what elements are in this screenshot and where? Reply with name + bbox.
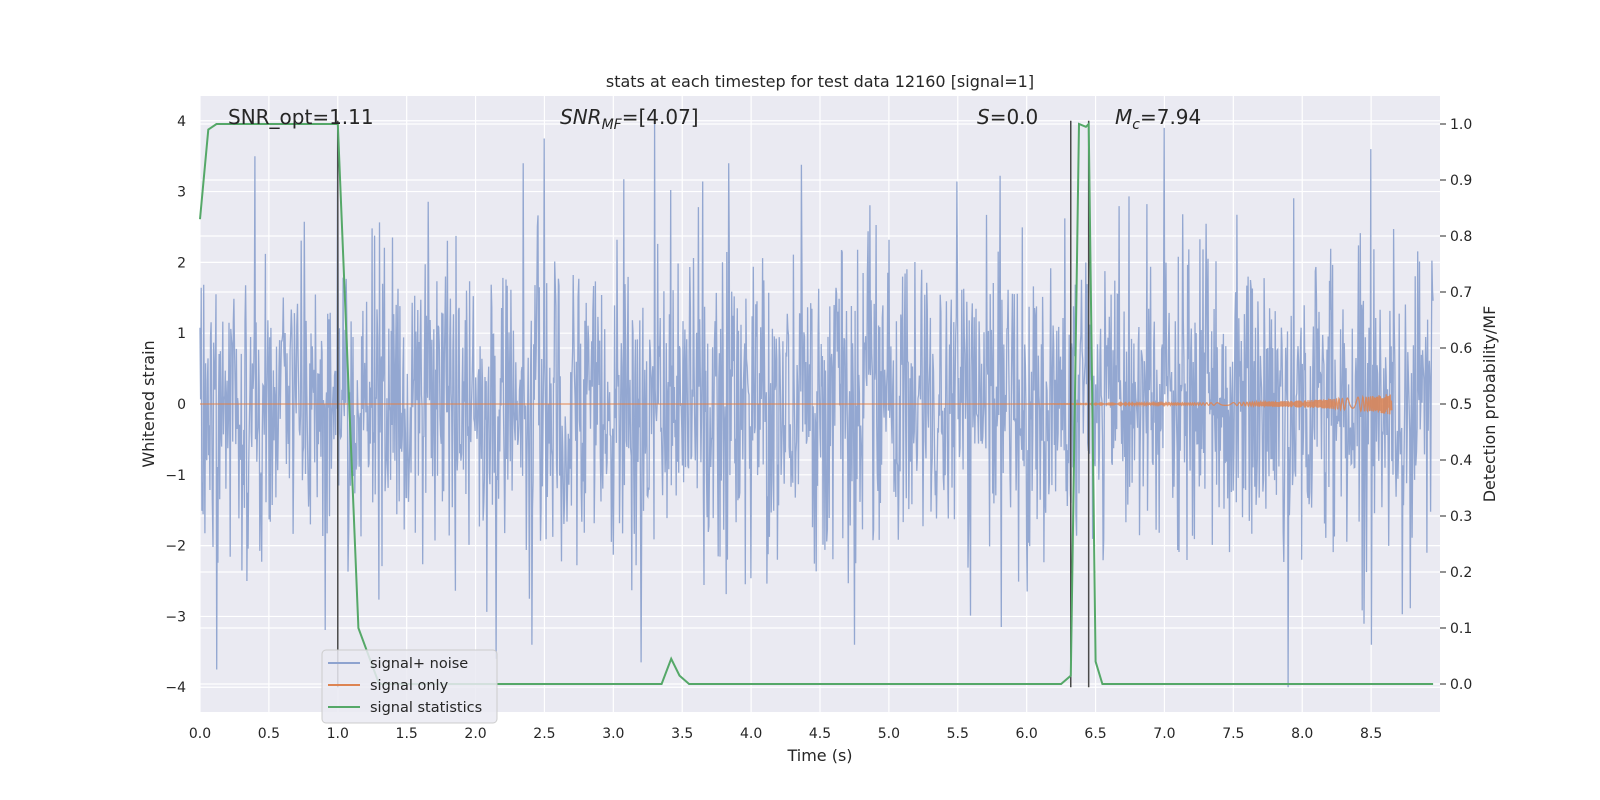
- x-tick-label: 3.0: [602, 726, 624, 742]
- x-tick-label: 4.0: [740, 726, 762, 742]
- y-tick-label: −3: [165, 609, 186, 625]
- x-tick-label: 8.5: [1360, 726, 1382, 742]
- x-axis-label: Time (s): [786, 746, 852, 765]
- y2-tick-label: 0.5: [1450, 397, 1472, 413]
- y2-tick-label: 0.1: [1450, 621, 1472, 637]
- signal-noise-line: [199, 120, 1434, 688]
- x-tick-label: 0.5: [258, 726, 280, 742]
- signal-statistics-series: [199, 121, 1434, 685]
- legend-box: [321, 649, 498, 724]
- y-axis-label: Whitened strain: [139, 340, 158, 467]
- x-tick-label: 6.5: [1084, 726, 1106, 742]
- y2-tick-label: 0.3: [1450, 509, 1472, 525]
- chart-title: stats at each timestep for test data 121…: [606, 72, 1034, 91]
- legend-label: signal statistics: [370, 700, 482, 716]
- y2-tick-label: 0.8: [1450, 229, 1472, 245]
- x-tick-label: 5.5: [947, 726, 969, 742]
- y-tick-label: 3: [177, 185, 186, 201]
- y-tick-label: 4: [177, 114, 186, 130]
- x-tick-label: 7.0: [1153, 726, 1175, 742]
- legend-label: signal+ noise: [370, 656, 468, 672]
- y2-tick-label: 0.2: [1450, 565, 1472, 581]
- mc-annotation: Mc=7.94: [1115, 105, 1201, 133]
- x-tick-label: 2.5: [533, 726, 555, 742]
- y2-tick-label: 0.6: [1450, 341, 1472, 357]
- vertical-markers: [337, 120, 1090, 688]
- snr-opt-annotation: SNR_opt=1.11: [228, 105, 374, 129]
- snr-mf-annotation: SNRMF=[4.07]: [560, 105, 699, 133]
- legend-label: signal only: [370, 678, 449, 694]
- y2-tick-label: 1.0: [1450, 117, 1472, 133]
- signal-only-line: [200, 394, 1393, 415]
- y-axis-right: 1.0 0.9 0.8 0.7 0.6 0.5 0.4 0.3 0.2 0.1 0.0: [1440, 117, 1472, 693]
- y2-tick-label: 0.9: [1450, 173, 1472, 189]
- y-tick-label: −1: [165, 468, 186, 484]
- y2-axis-label: Detection probability/MF: [1480, 306, 1499, 503]
- signal-statistics-line: [199, 121, 1434, 685]
- x-tick-label: 5.0: [878, 726, 900, 742]
- y2-tick-label: 0.4: [1450, 453, 1472, 469]
- y-tick-label: −4: [165, 680, 186, 696]
- annotations: SNR_opt=1.11 SNRMF=[4.07] S=0.0 Mc=7.94: [228, 105, 1201, 133]
- signal-only-series: [200, 394, 1393, 415]
- x-tick-label: 6.0: [1016, 726, 1038, 742]
- y-axis-left: 4 3 2 1 0 −1 −2 −3 −4: [165, 114, 186, 696]
- x-axis: 0.0 0.5 1.0 1.5 2.0 2.5 3.0 3.5 4.0 4.5 5.0 5.5 6.0 6…: [189, 726, 1382, 742]
- y-tick-label: 2: [177, 255, 186, 271]
- y-tick-label: 1: [177, 326, 186, 342]
- y2-tick-label: 0.0: [1450, 677, 1472, 693]
- x-tick-label: 0.0: [189, 726, 211, 742]
- x-tick-label: 3.5: [671, 726, 693, 742]
- x-tick-label: 4.5: [809, 726, 831, 742]
- y-tick-label: 0: [177, 397, 186, 413]
- x-tick-label: 2.0: [464, 726, 486, 742]
- y2-tick-label: 0.7: [1450, 285, 1472, 301]
- signal-noise-series: [199, 120, 1434, 688]
- legend: signal+ noise signal only signal statistic…: [321, 649, 498, 724]
- y-tick-label: −2: [165, 539, 186, 555]
- x-tick-label: 8.0: [1291, 726, 1313, 742]
- s-stat-annotation: S=0.0: [977, 105, 1038, 129]
- plot-area: [199, 120, 1434, 688]
- x-tick-label: 1.5: [396, 726, 418, 742]
- x-tick-label: 7.5: [1222, 726, 1244, 742]
- x-tick-label: 1.0: [327, 726, 349, 742]
